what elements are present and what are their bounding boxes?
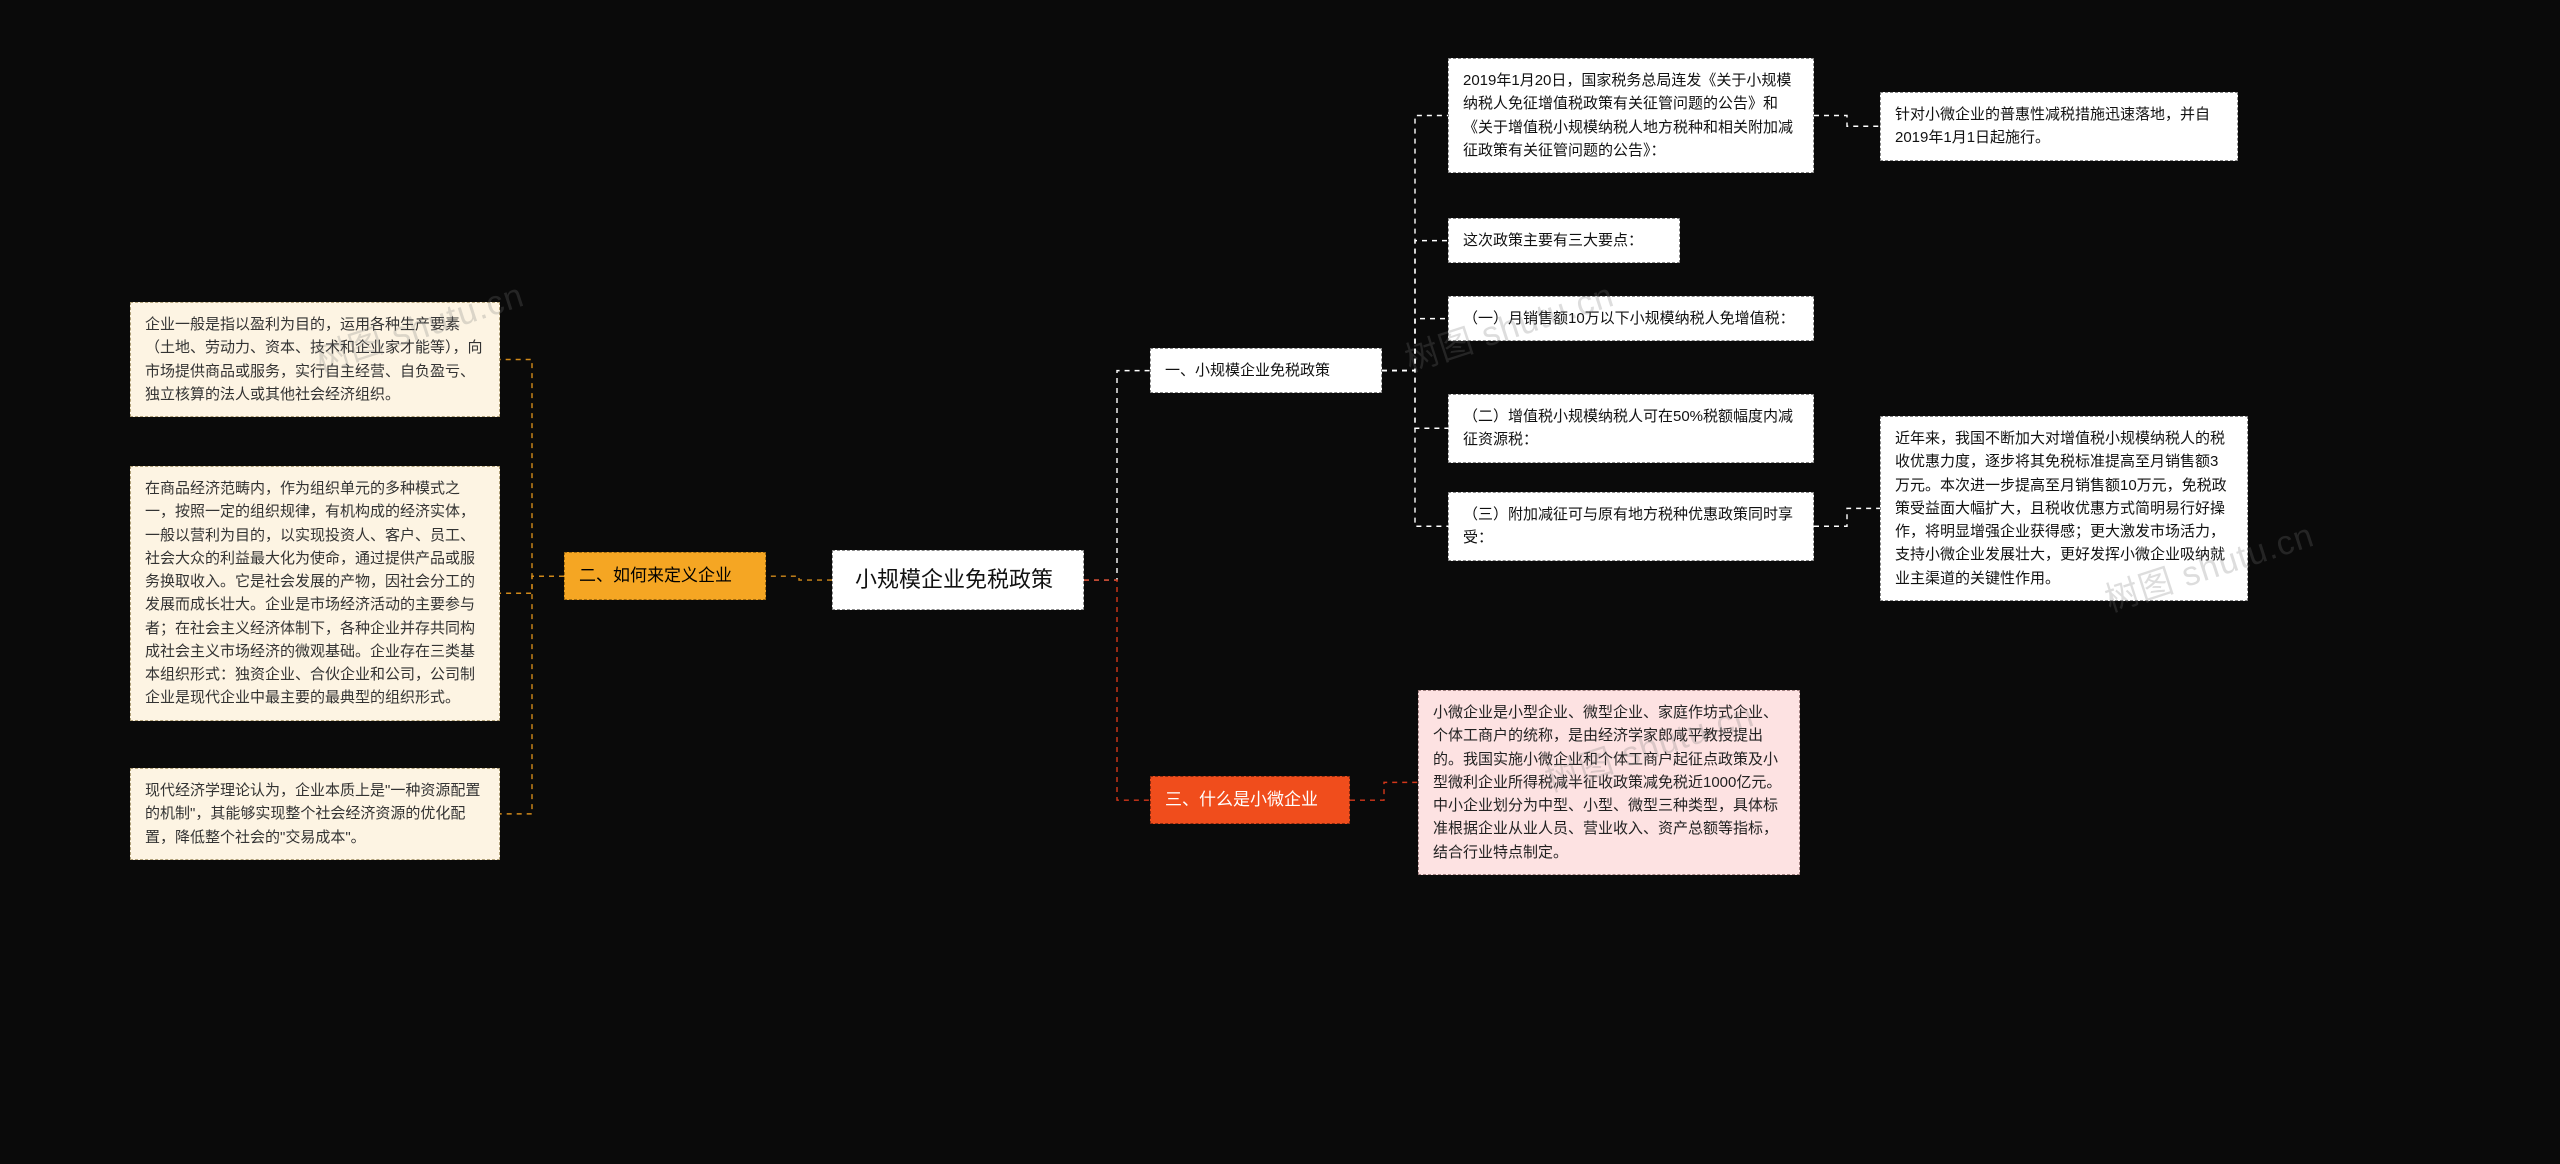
leaf-point-1[interactable]: （一）月销售额10万以下小规模纳税人免增值税：: [1448, 296, 1814, 341]
leaf-enterprise-def-3[interactable]: 现代经济学理论认为，企业本质上是"一种资源配置的机制"，其能够实现整个社会经济资…: [130, 768, 500, 860]
leaf-sme-definition[interactable]: 小微企业是小型企业、微型企业、家庭作坊式企业、个体工商户的统称，是由经济学家郎咸…: [1418, 690, 1800, 875]
leaf-point-3[interactable]: （三）附加减征可与原有地方税种优惠政策同时享受：: [1448, 492, 1814, 561]
branch-label: 二、如何来定义企业: [579, 566, 732, 585]
leaf-text: （三）附加减征可与原有地方税种优惠政策同时享受：: [1463, 506, 1793, 546]
leaf-enterprise-def-1[interactable]: 企业一般是指以盈利为目的，运用各种生产要素（土地、劳动力、资本、技术和企业家才能…: [130, 302, 500, 417]
branch-label: 三、什么是小微企业: [1165, 790, 1318, 809]
leaf-text: 现代经济学理论认为，企业本质上是"一种资源配置的机制"，其能够实现整个社会经济资…: [145, 782, 480, 846]
leaf-text: 在商品经济范畴内，作为组织单元的多种模式之一，按照一定的组织规律，有机构成的经济…: [145, 480, 475, 706]
leaf-three-points[interactable]: 这次政策主要有三大要点：: [1448, 218, 1680, 263]
mindmap-root[interactable]: 小规模企业免税政策: [832, 550, 1084, 610]
leaf-enterprise-def-2[interactable]: 在商品经济范畴内，作为组织单元的多种模式之一，按照一定的组织规律，有机构成的经济…: [130, 466, 500, 721]
leaf-announcement-2019[interactable]: 2019年1月20日，国家税务总局连发《关于小规模纳税人免征增值税政策有关征管问…: [1448, 58, 1814, 173]
leaf-text: 小微企业是小型企业、微型企业、家庭作坊式企业、个体工商户的统称，是由经济学家郎咸…: [1433, 704, 1781, 861]
leaf-text: 针对小微企业的普惠性减税措施迅速落地，并自2019年1月1日起施行。: [1895, 106, 2210, 146]
leaf-point-3-detail[interactable]: 近年来，我国不断加大对增值税小规模纳税人的税收优惠力度，逐步将其免税标准提高至月…: [1880, 416, 2248, 601]
branch-small-scale-tax-policy[interactable]: 一、小规模企业免税政策: [1150, 348, 1382, 393]
leaf-point-2[interactable]: （二）增值税小规模纳税人可在50%税额幅度内减征资源税：: [1448, 394, 1814, 463]
branch-what-is-sme[interactable]: 三、什么是小微企业: [1150, 776, 1350, 824]
leaf-announcement-effect[interactable]: 针对小微企业的普惠性减税措施迅速落地，并自2019年1月1日起施行。: [1880, 92, 2238, 161]
leaf-text: （二）增值税小规模纳税人可在50%税额幅度内减征资源税：: [1463, 408, 1793, 448]
leaf-text: （一）月销售额10万以下小规模纳税人免增值税：: [1463, 310, 1795, 327]
root-label: 小规模企业免税政策: [855, 567, 1053, 592]
leaf-text: 这次政策主要有三大要点：: [1463, 232, 1643, 249]
leaf-text: 2019年1月20日，国家税务总局连发《关于小规模纳税人免征增值税政策有关征管问…: [1463, 72, 1793, 159]
branch-label: 一、小规模企业免税政策: [1165, 362, 1330, 379]
branch-define-enterprise[interactable]: 二、如何来定义企业: [564, 552, 766, 600]
leaf-text: 企业一般是指以盈利为目的，运用各种生产要素（土地、劳动力、资本、技术和企业家才能…: [145, 316, 483, 403]
leaf-text: 近年来，我国不断加大对增值税小规模纳税人的税收优惠力度，逐步将其免税标准提高至月…: [1895, 430, 2227, 587]
